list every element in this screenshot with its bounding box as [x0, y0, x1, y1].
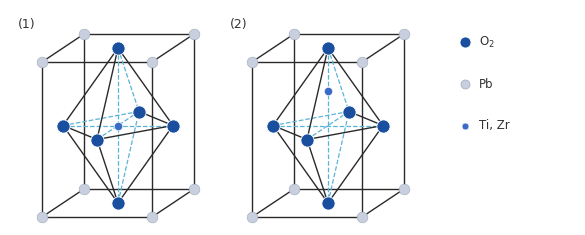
Point	[80, 187, 89, 191]
Point	[147, 215, 157, 219]
Point	[269, 124, 278, 127]
Point	[135, 110, 144, 113]
Text: (2): (2)	[230, 18, 247, 31]
Point	[460, 124, 470, 128]
Point	[290, 187, 299, 191]
Point	[113, 201, 123, 205]
Text: (1): (1)	[18, 18, 36, 31]
Point	[37, 215, 47, 219]
Point	[460, 82, 470, 86]
Point	[58, 124, 68, 127]
Text: Pb: Pb	[479, 78, 494, 90]
Point	[324, 90, 333, 93]
Point	[190, 32, 199, 36]
Point	[378, 124, 388, 127]
Point	[113, 124, 123, 127]
Text: Ti, Zr: Ti, Zr	[479, 120, 510, 133]
Point	[113, 46, 123, 50]
Point	[37, 60, 47, 64]
Text: O$_2$: O$_2$	[479, 35, 495, 50]
Point	[345, 110, 354, 113]
Point	[400, 187, 409, 191]
Point	[357, 60, 367, 64]
Point	[460, 40, 470, 44]
Point	[190, 187, 199, 191]
Point	[247, 215, 257, 219]
Point	[147, 60, 157, 64]
Point	[168, 124, 178, 127]
Point	[247, 60, 257, 64]
Point	[80, 32, 89, 36]
Point	[290, 32, 299, 36]
Point	[400, 32, 409, 36]
Point	[302, 138, 312, 141]
Point	[357, 215, 367, 219]
Point	[324, 201, 333, 205]
Point	[92, 138, 102, 141]
Point	[324, 46, 333, 50]
